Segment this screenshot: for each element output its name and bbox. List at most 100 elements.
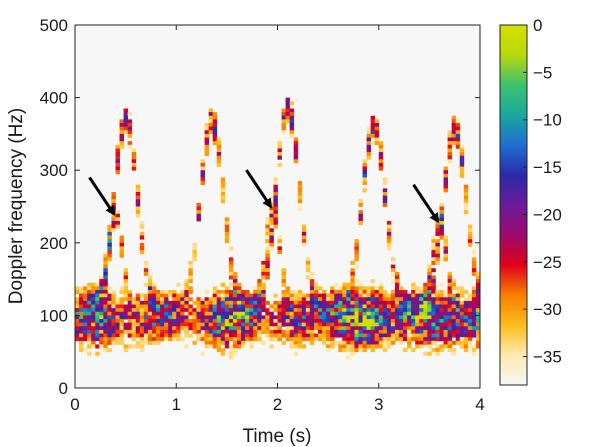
heatmap-cell [293, 337, 299, 342]
heatmap-cell [439, 337, 444, 342]
heatmap-cell [285, 329, 291, 334]
heatmap-cell [330, 340, 335, 345]
heatmap-cell [151, 315, 157, 320]
heatmap-cell [232, 304, 238, 309]
heatmap-cell [147, 319, 153, 324]
heatmap-cell [439, 315, 444, 320]
heatmap-cell [358, 293, 363, 298]
heatmap-cell [164, 289, 169, 295]
heatmap-cell [354, 279, 359, 284]
annotation-arrow [412, 183, 440, 224]
heatmap-cell [297, 297, 303, 302]
heatmap-cell [111, 191, 116, 197]
heatmap-cell [354, 253, 359, 258]
heatmap-cell [403, 315, 408, 320]
heatmap-cell [350, 311, 355, 316]
heatmap-cell [475, 304, 480, 309]
heatmap-cell [394, 300, 400, 305]
heatmap-cell [111, 221, 116, 226]
heatmap-cell [338, 293, 343, 298]
spectrogram-heatmap [75, 97, 480, 360]
heatmap-cell [411, 304, 416, 309]
heatmap-cell [313, 289, 319, 295]
heatmap-cell [253, 315, 258, 320]
heatmap-cell [281, 268, 286, 273]
heatmap-cell [196, 337, 201, 342]
heatmap-cell [443, 326, 448, 331]
heatmap-cell [135, 315, 141, 320]
heatmap-cell [403, 326, 408, 331]
heatmap-cell [119, 126, 124, 131]
heatmap-cell [99, 293, 104, 298]
heatmap-cell [293, 137, 299, 142]
heatmap-cell [330, 329, 335, 334]
heatmap-cell [293, 344, 299, 349]
heatmap-cell [103, 271, 108, 276]
heatmap-cell [289, 101, 295, 106]
heatmap-cell [439, 210, 444, 215]
heatmap-cell [463, 319, 469, 324]
heatmap-cell [232, 329, 238, 334]
heatmap-cell [180, 308, 185, 313]
heatmap-cell [119, 123, 124, 128]
heatmap-cell [204, 126, 210, 131]
heatmap-cell [83, 289, 88, 295]
heatmap-cell [423, 333, 428, 338]
heatmap-cell [382, 177, 388, 182]
heatmap-cell [253, 304, 258, 309]
heatmap-cell [362, 344, 367, 349]
heatmap-cell [455, 144, 461, 149]
heatmap-cell [285, 289, 291, 295]
heatmap-cell [208, 304, 214, 309]
heatmap-cell [196, 300, 201, 305]
heatmap-cell [228, 348, 234, 353]
heatmap-cell [354, 250, 359, 255]
heatmap-cell [204, 141, 210, 146]
heatmap-cell [224, 297, 230, 302]
heatmap-cell [455, 300, 461, 305]
heatmap-cell [83, 308, 88, 313]
heatmap-cell [427, 268, 432, 273]
heatmap-cell [447, 275, 453, 280]
heatmap-cell [107, 228, 112, 233]
heatmap-cell [212, 300, 218, 305]
heatmap-cell [160, 326, 165, 331]
heatmap-cell [443, 297, 448, 302]
heatmap-cell [196, 329, 201, 334]
heatmap-cell [427, 329, 432, 334]
heatmap-cell [232, 308, 238, 313]
heatmap-cell [131, 311, 137, 316]
heatmap-cell [338, 300, 343, 305]
heatmap-cell [342, 333, 347, 338]
heatmap-cell [208, 326, 214, 331]
heatmap-cell [216, 297, 222, 302]
heatmap-cell [297, 181, 303, 186]
heatmap-cell [370, 340, 376, 345]
heatmap-cell [447, 319, 453, 324]
heatmap-cell [415, 311, 420, 316]
heatmap-cell [289, 119, 295, 124]
heatmap-cell [273, 177, 278, 182]
heatmap-cell [176, 319, 181, 324]
heatmap-cell [220, 199, 226, 204]
heatmap-cell [168, 326, 173, 331]
heatmap-cell [390, 293, 396, 298]
heatmap-cell [200, 159, 205, 164]
heatmap-cell [131, 308, 137, 313]
heatmap-cell [459, 144, 465, 149]
heatmap-cell [111, 311, 116, 316]
heatmap-cell [228, 293, 234, 298]
heatmap-cell [289, 333, 295, 338]
heatmap-cell [168, 308, 173, 313]
heatmap-cell [382, 289, 388, 295]
heatmap-cell [439, 235, 444, 240]
heatmap-cell [103, 275, 108, 280]
heatmap-cell [439, 282, 444, 287]
heatmap-cell [386, 228, 392, 233]
heatmap-cell [176, 282, 181, 287]
heatmap-cell [123, 279, 129, 284]
heatmap-cell [475, 286, 480, 291]
heatmap-cell [459, 152, 465, 157]
heatmap-cell [330, 286, 335, 291]
heatmap-cell [151, 308, 157, 313]
